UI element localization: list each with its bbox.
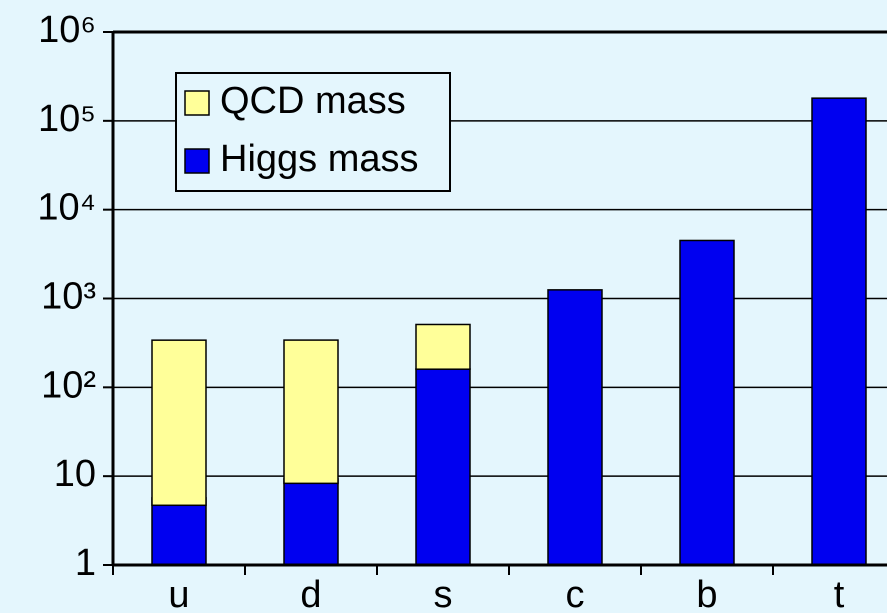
y-tick-label: 10⁵ <box>38 98 96 140</box>
x-tick-label: t <box>834 574 845 613</box>
y-tick-label: 10 <box>54 453 96 495</box>
legend-box <box>175 72 451 192</box>
bar <box>151 339 207 507</box>
y-tick-label: 10⁶ <box>38 9 96 51</box>
x-tick-label: c <box>566 574 585 613</box>
x-tick-label: u <box>168 574 189 613</box>
bar <box>283 339 339 485</box>
legend-label: QCD mass <box>220 80 406 122</box>
bar <box>283 478 339 566</box>
bar <box>415 323 471 370</box>
y-tick-label: 10⁴ <box>37 187 96 229</box>
legend-label: Higgs mass <box>220 138 419 180</box>
bar <box>811 97 867 566</box>
bar <box>547 289 603 566</box>
x-tick-label: d <box>300 574 321 613</box>
bar <box>679 239 735 566</box>
bar <box>415 368 471 566</box>
x-tick-label: s <box>434 574 453 613</box>
y-tick-label: 1 <box>75 542 96 584</box>
bar <box>151 497 207 566</box>
legend-swatch <box>184 148 210 174</box>
y-tick-label: 10³ <box>41 276 96 318</box>
legend-swatch <box>184 90 210 116</box>
x-tick-label: b <box>696 574 717 613</box>
y-tick-label: 10² <box>41 364 96 406</box>
